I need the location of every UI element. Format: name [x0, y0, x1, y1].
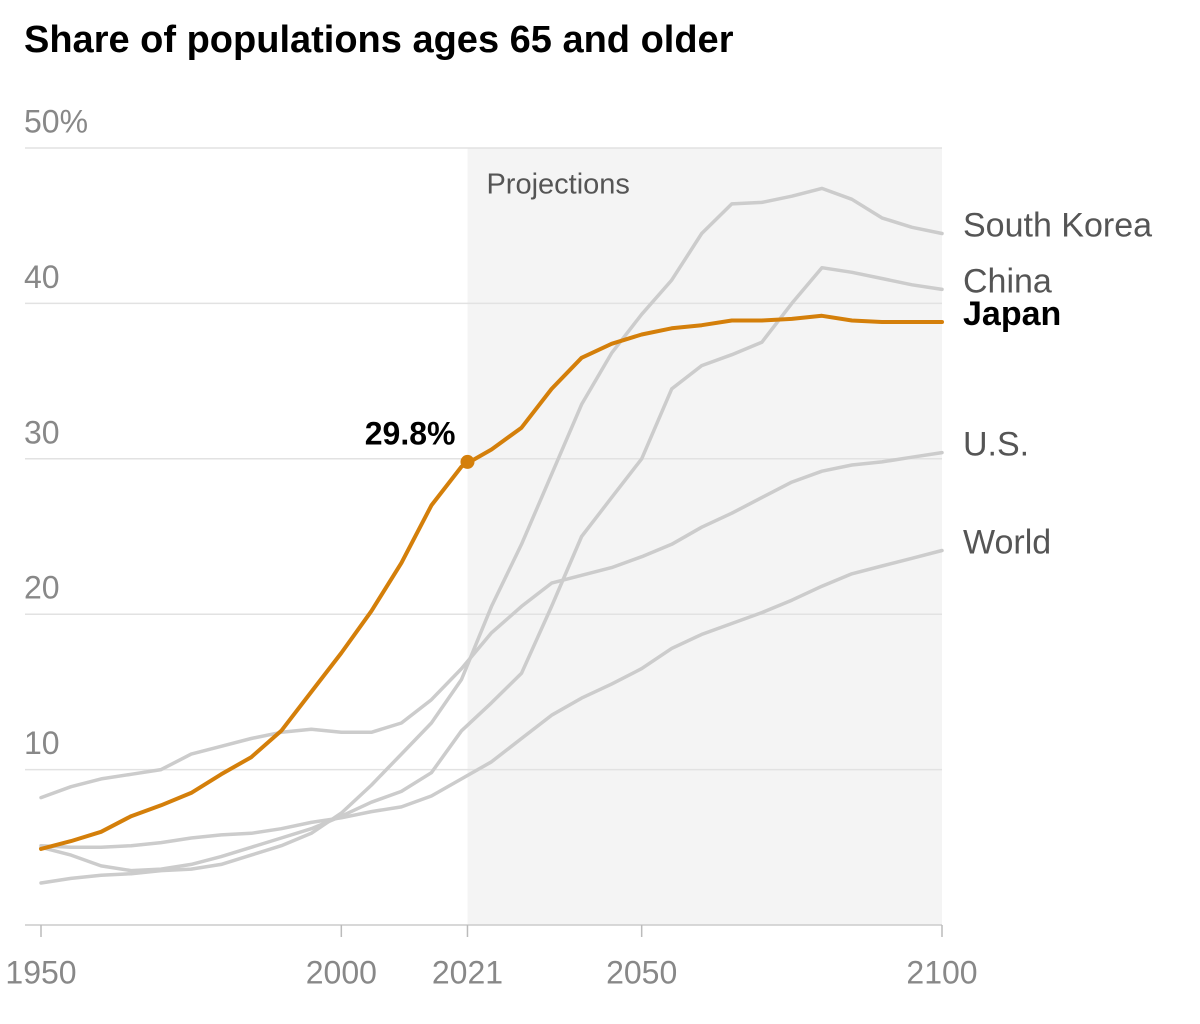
- x-tick-label: 2050: [606, 954, 677, 990]
- series-label: China: [963, 262, 1052, 300]
- chart-title: Share of populations ages 65 and older: [24, 19, 734, 61]
- x-tick-label: 2000: [306, 954, 377, 990]
- x-tick-label: 2100: [906, 954, 977, 990]
- series-label: World: [963, 523, 1051, 561]
- series-label: South Korea: [963, 206, 1152, 244]
- y-tick-label: 20: [24, 570, 60, 606]
- projection-label: Projections: [486, 169, 629, 201]
- series-line: [39, 265, 944, 873]
- projection-region: [467, 148, 942, 925]
- annotation-point: [460, 454, 475, 469]
- annotation-label: 29.8%: [365, 415, 456, 451]
- series-line: [39, 313, 944, 851]
- y-tick-label: 50%: [24, 103, 88, 139]
- x-tick-label: 1950: [5, 954, 76, 990]
- series-label: Japan: [963, 295, 1061, 333]
- series-label: U.S.: [963, 426, 1029, 464]
- y-tick-label: 10: [24, 725, 60, 761]
- y-tick-label: 30: [24, 414, 60, 450]
- series-line: [39, 186, 944, 885]
- x-tick-label: 2021: [432, 954, 503, 990]
- series-line: [39, 548, 944, 850]
- y-tick-label: 40: [24, 259, 60, 295]
- series-line: [39, 450, 944, 800]
